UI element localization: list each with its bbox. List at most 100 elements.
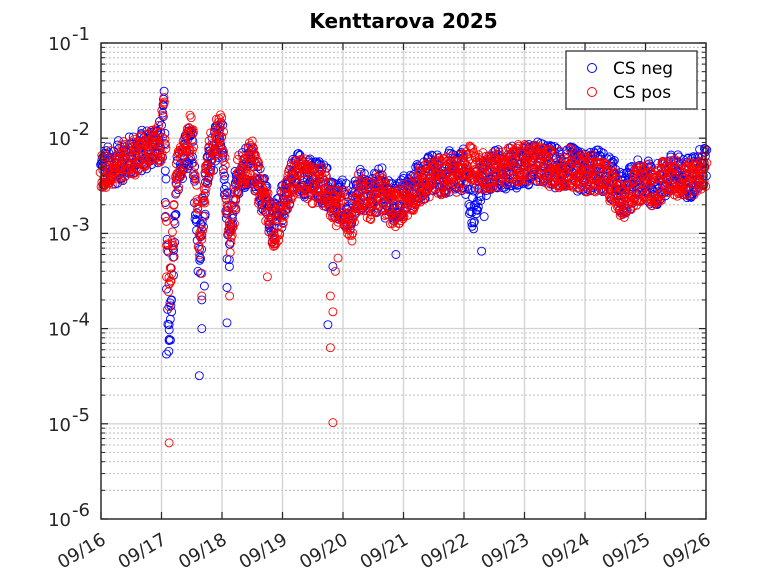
data-point [144,154,154,164]
data-point [274,235,284,245]
data-point [170,210,180,220]
data-point [371,207,381,217]
data-point [243,142,253,152]
data-point [611,168,621,178]
data-point [356,188,366,198]
data-point [625,184,635,194]
data-point [332,204,342,214]
data-point [262,188,271,198]
data-point [458,149,468,159]
data-point [257,182,267,192]
data-point-outlier [325,291,335,301]
y-tick-label: 10 [48,415,71,436]
data-point [147,154,157,164]
y-axis-tick-labels: 10-610-510-410-310-210-1 [48,24,90,531]
data-point [442,187,452,197]
data-point [330,211,340,221]
data-point [314,163,324,173]
data-point [227,230,237,240]
data-point [160,134,170,144]
data-point [610,194,619,203]
data-point [341,178,351,188]
data-point [453,150,463,160]
data-point [141,130,151,140]
data-point-outlier [328,307,338,317]
data-point [171,188,181,198]
data-point [566,157,576,167]
data-point [190,171,200,181]
data-point [161,140,171,150]
data-point [185,145,195,155]
data-point [366,215,376,224]
data-point [628,177,638,187]
data-point [226,227,236,236]
data-point [469,147,479,157]
data-point [302,163,312,173]
data-point-outlier [164,336,174,345]
data-point-outlier [197,268,207,278]
data-point [398,211,408,221]
data-point [226,237,236,247]
data-point [152,137,162,147]
data-point [465,209,474,219]
data-point [554,183,564,193]
data-point [219,190,229,200]
data-point [201,184,211,194]
data-point [202,179,212,189]
data-point [340,190,350,199]
data-point-outlier [197,295,207,305]
data-point [695,144,705,154]
data-point [630,167,640,177]
data-point [295,180,305,190]
data-point-outlier [194,371,204,381]
data-point [587,150,597,159]
data-point [217,132,226,142]
data-point [473,184,483,194]
data-point [488,182,498,192]
data-point [412,177,422,187]
data-point [605,163,615,173]
data-point [239,159,248,169]
data-point [627,186,637,196]
data-point [497,168,507,178]
legend-box [565,50,698,110]
data-point [221,193,231,203]
y-tick-label-exponent: -2 [72,119,90,140]
data-point [412,196,422,206]
data-point [441,152,451,162]
data-point [473,205,482,215]
data-point [516,147,526,157]
data-point [522,171,532,181]
data-point [622,206,632,216]
data-point [162,240,172,250]
data-point [161,174,171,184]
data-point [429,184,439,193]
data-point-outlier [262,272,272,282]
data-point [109,165,119,175]
data-point [307,198,317,208]
data-point [452,187,461,197]
data-point [174,168,184,178]
data-point [198,211,208,221]
data-point-outlier [197,324,207,334]
legend-label: CS neg [613,59,673,79]
chart-title: Kenttarova 2025 [309,9,497,33]
data-point [699,176,709,186]
data-point [673,156,683,166]
data-point [219,147,229,157]
data-point [160,212,170,222]
data-point [643,182,652,192]
data-point [159,93,169,103]
data-point [197,234,207,244]
data-point [105,146,115,156]
data-point [222,209,232,219]
data-point [645,168,655,178]
data-point-outlier [167,307,177,317]
data-point [269,228,279,238]
data-point [196,224,206,234]
data-point [436,188,446,198]
data-point [572,183,582,193]
data-point [210,151,220,161]
data-point [466,142,476,152]
